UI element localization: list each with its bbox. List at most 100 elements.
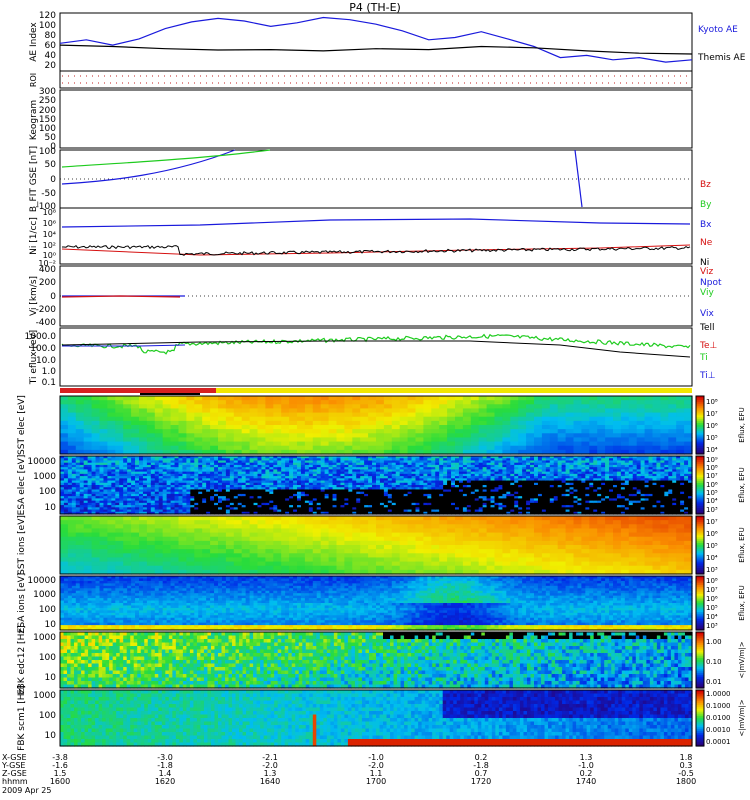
cb-sst-e-ticks: 10⁶ [706,422,718,430]
keogram-ytick: 250 [39,96,56,106]
cb-sst-e-label: Eflux, EFU [738,407,746,442]
density-ytick: 10⁰ [43,251,56,260]
ae-legend-themis: Themis AE [697,53,746,63]
ae-themis-line [59,44,693,55]
density-ytick: 10² [43,241,56,250]
temperature-tperp-line [62,344,186,347]
xaxis-x: -1.0 [368,753,384,762]
cb-fbk1-ticks: 0.10 [706,658,722,666]
xaxis-z: 1.5 [54,769,67,778]
esa-ion-ytick: 10000 [27,576,56,586]
keogram-ytick: 0 [50,142,56,152]
xaxis-x: -2.1 [262,753,278,762]
keogram-ytick: 100 [39,124,56,134]
cb-esa-i-ticks: 10⁴ [706,613,718,621]
cb-esa-i-ticks: 10⁵ [706,604,718,612]
velocity-legend-viz: Viz [700,267,713,277]
cb-sst-e-ticks: 10⁵ [706,434,718,442]
xaxis-z: 0.7 [475,769,488,778]
bfield-ytick: -100 [36,202,57,212]
cb-sst-i-ticks: 10³ [706,566,718,574]
xaxis-x: -3.0 [157,753,173,762]
temperature-ylabel: Ti eflux [eV] [29,330,39,385]
ae-ytick: 80 [45,31,57,41]
cb-fbk2-ticks: 0.0010 [706,726,731,734]
esa-electron-spectrogram: ESA elec [eV] 10000 1000 100 10 [17,455,693,515]
ae-index-panel: AE Index 120 100 80 60 40 20 Kyoto AE Th… [29,11,746,72]
cb-fbk2-ticks: 0.0100 [706,714,731,722]
xaxis-z: 1.3 [264,769,277,778]
esa-ion-ytick: 100 [39,605,56,615]
fbk1-ytick: 10 [45,673,57,683]
xaxis-y: -1.0 [578,761,594,770]
cb-sst-e-ticks: 10⁷ [706,410,718,418]
sst-ion-ylabel: SST ions [eV] [17,515,27,575]
xaxis-x: 0.2 [475,753,488,762]
fbk2-ytick: 100 [39,711,56,721]
ae-ytick: 40 [45,51,57,61]
esa-ion-ytick: 10 [45,620,57,630]
sst-elec-ylabel: SST elec [eV] [17,395,27,455]
cb-fbk1-label: <|mV/m|> [738,641,746,678]
esa-elec-ytick: 1000 [33,472,56,482]
fbk-edc12-spectrogram: FBK edc12 [Hz] 1000 100 10 [17,625,693,695]
density-ytick: 10⁴ [43,230,56,239]
xaxis-time: 1600 [50,777,70,786]
temperature-legend-tell: Tell [699,323,715,333]
keogram-ytick: 200 [39,106,56,116]
bfield-ytick: -50 [41,189,56,199]
temperature-ytick: 10.0 [36,356,56,366]
temperature-ytick: 100.0 [30,344,56,354]
bfield-legend-bx: Bx [700,220,712,230]
fbk2-cells [60,690,693,747]
fbk2-ytick: 10 [45,731,57,741]
esa-ion-spectrogram: ESA ions [eV] 10000 1000 100 10 [17,573,693,634]
cb-sst-e-ticks: 10⁸ [706,398,718,406]
velocity-legend-vix: Vix [700,309,714,319]
ae-ylabel: AE Index [29,22,39,62]
bfield-ytick: 0 [50,175,56,185]
fbk1-ytick: 1000 [33,633,56,643]
xaxis-z: 1.1 [370,769,383,778]
cb-sst-e-ticks: 10⁴ [706,446,718,454]
cb-sst-i-ticks: 10⁷ [706,518,718,526]
xaxis-x: -3.8 [52,753,68,762]
cb-fbk2-label: <|mV/m|> [738,699,746,736]
xaxis-y: -1.8 [473,761,489,770]
esa-elec-ytick: 10000 [27,457,56,467]
velocity-panel: Vi [km/s] 400 200 0 -200 -400 Viz Viy Vi… [29,265,714,328]
keogram-ytick: 300 [39,87,56,97]
density-ytick: 10⁸ [43,208,56,217]
density-ytick: 10⁶ [43,219,56,228]
bfield-ytick: 100 [39,147,56,157]
cb-sst-i-ticks: 10⁵ [706,542,718,550]
sst-ion-spectrogram: SST ions [eV] [17,515,693,575]
cb-esa-e-ticks: 10⁵ [706,489,718,497]
cb-esa-i-ticks: 10⁶ [706,595,718,603]
esa-ion-ylabel: ESA ions [eV] [17,573,27,634]
colorbar-5 [695,689,705,747]
cb-esa-e-ticks: 10⁸ [706,464,718,472]
bfield-by-line [61,149,271,168]
esa-elec-cells [60,456,693,515]
xaxis-y: -1.6 [52,761,68,770]
bfield-legend-by: By [700,200,712,210]
xaxis-y: -2.0 [368,761,384,770]
xaxis-date: 2009 Apr 25 [2,786,51,795]
velocity-ylabel: Vi [km/s] [29,276,39,316]
fbk1-ylabel: FBK edc12 [Hz] [17,625,27,694]
temperature-legend-ti: Ti [699,353,708,363]
temperature-ytick: 1.0 [42,367,57,377]
fbk2-ylabel: FBK scm1 [Hz] [17,685,27,751]
ae-ytick: 100 [39,21,56,31]
ae-ytick: 20 [45,61,57,71]
colorbar-1 [695,455,705,515]
cb-sst-i-ticks: 10⁴ [706,554,718,562]
colorbar-0 [695,395,705,455]
cb-esa-e-ticks: 10⁷ [706,472,718,480]
xaxis-row-label: Z-GSE [2,769,27,778]
cb-fbk1-ticks: 0.01 [706,678,722,686]
colorbar-2 [695,515,705,575]
keogram-ylabel: Keogram [29,100,39,140]
